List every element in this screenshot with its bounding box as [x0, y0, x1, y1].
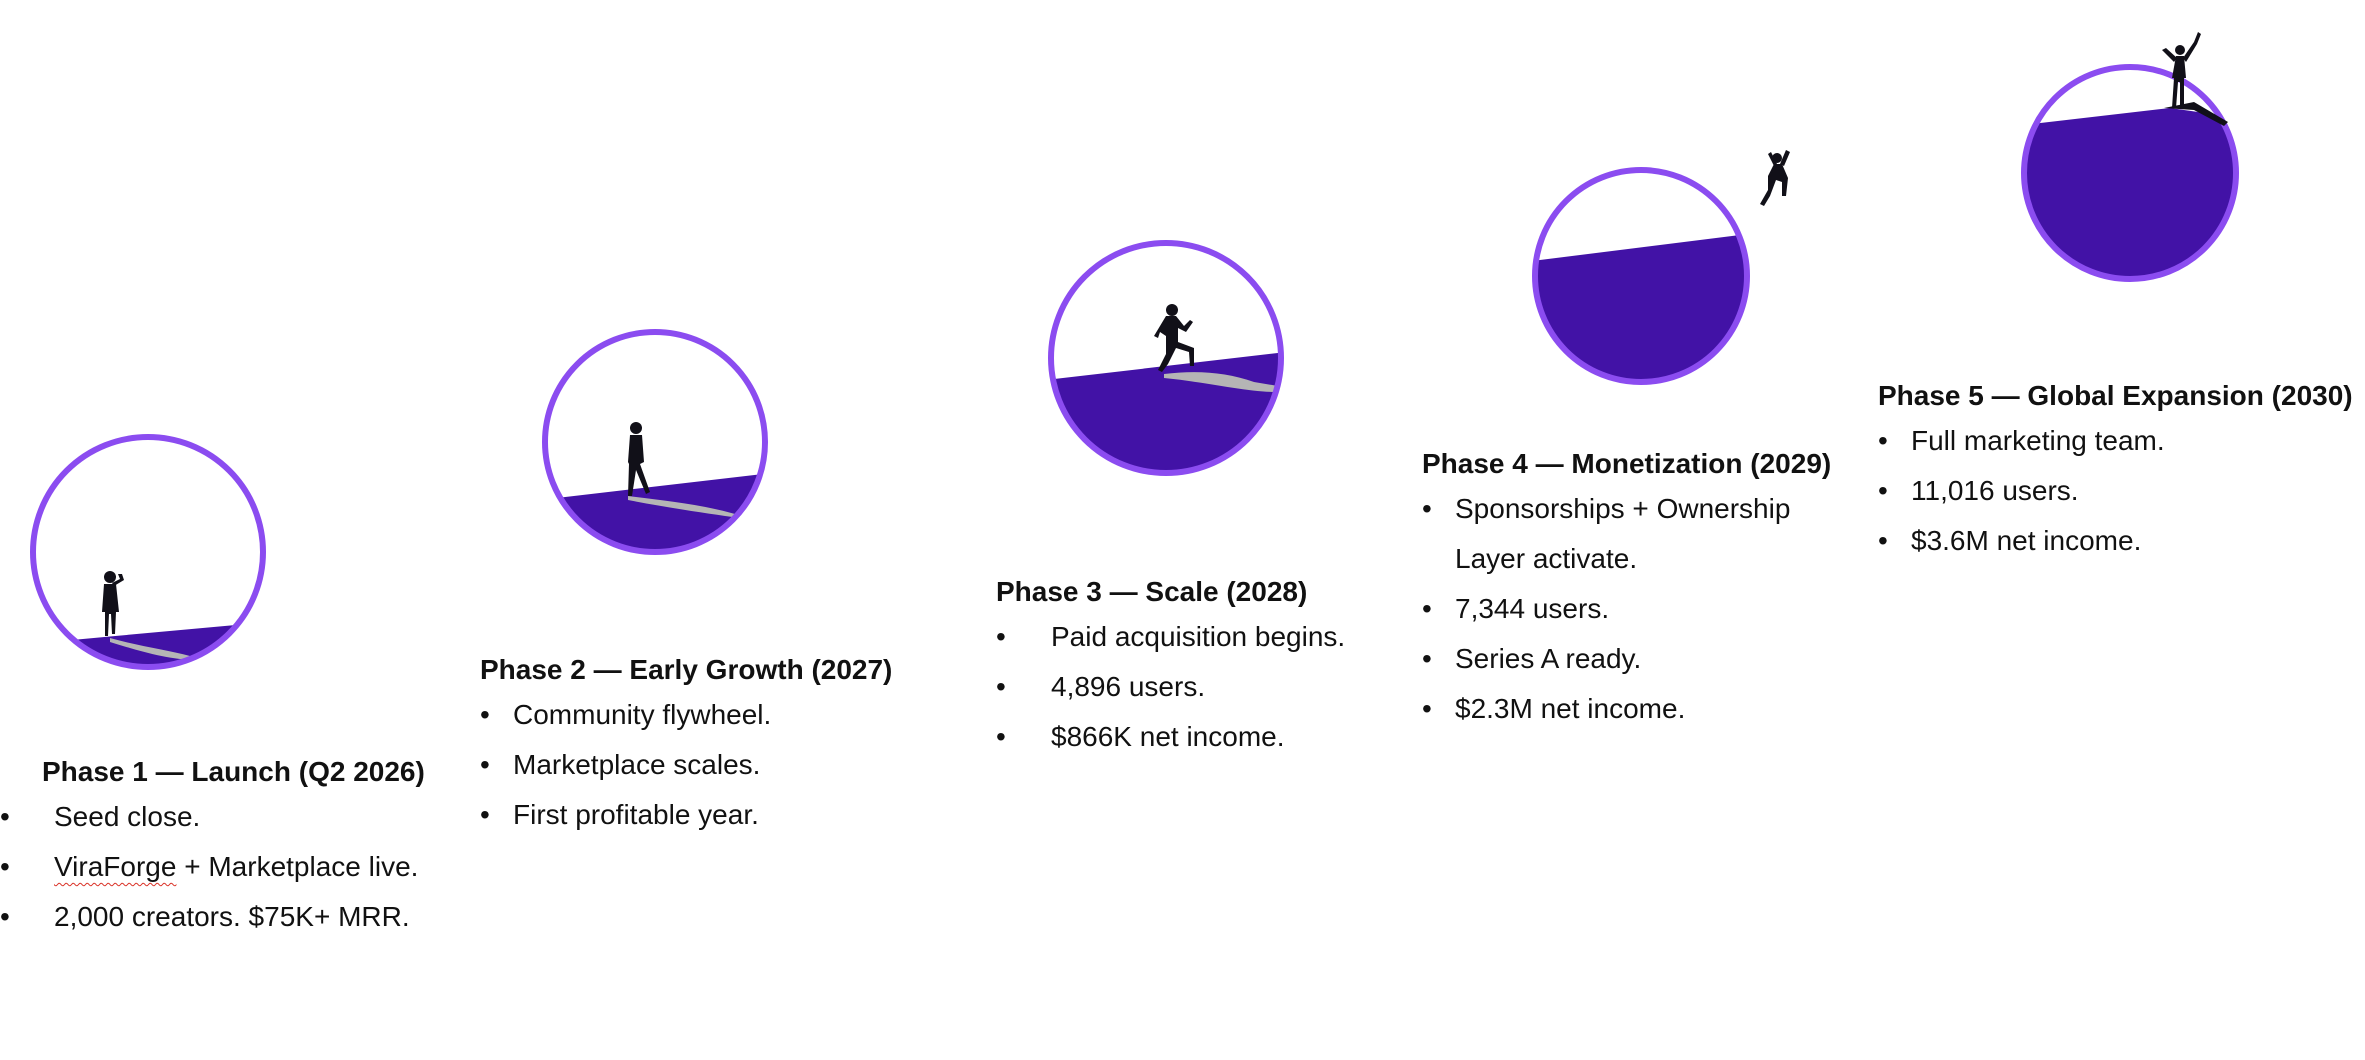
list-item: • Full marketing team.	[1878, 416, 2353, 466]
bullet-icon: •	[1878, 525, 1888, 556]
list-item: • $3.6M net income.	[1878, 516, 2353, 566]
list-item: • Series A ready.	[1422, 634, 1831, 684]
bullet-text: Series A ready.	[1455, 643, 1642, 674]
list-item: • 7,344 users.	[1422, 584, 1831, 634]
list-item: • Paid acquisition begins.	[996, 612, 1346, 662]
phase-3-fill-icon	[1051, 352, 1281, 473]
phase-2-text: Phase 2 — Early Growth (2027) • Communit…	[480, 650, 892, 840]
bullet-text: + Marketplace live.	[176, 851, 419, 882]
jumping-figure-icon	[1760, 150, 1790, 206]
phase-5-fill-icon	[2024, 108, 2236, 279]
phase-1-bullets: • Seed close. • ViraForge + Marketplace …	[0, 792, 425, 942]
walking-figure-icon	[628, 422, 650, 496]
phase-4-circle	[1532, 150, 1790, 385]
bullet-icon: •	[0, 801, 10, 832]
list-item: • Community flywheel.	[480, 690, 892, 740]
phase-4-ring-icon	[1532, 167, 1750, 385]
phase-3-bullets: • Paid acquisition begins. • 4,896 users…	[996, 612, 1346, 762]
bullet-text: Marketplace scales.	[513, 749, 761, 780]
bullet-text: $866K net income.	[1051, 721, 1285, 752]
list-item: • 2,000 creators. $75K+ MRR.	[0, 892, 425, 942]
bullet-text: Layer activate.	[1455, 543, 1638, 574]
phase-1-circle	[30, 434, 266, 670]
bullet-text: Seed close.	[54, 801, 201, 832]
bullet-icon: •	[996, 671, 1006, 702]
list-item: • Sponsorships + Ownership	[1422, 484, 1831, 534]
phase-title: Phase 5 — Global Expansion (2030)	[1878, 380, 2353, 411]
bullet-icon: •	[1422, 693, 1432, 724]
bullet-text: Full marketing team.	[1911, 425, 2165, 456]
list-item-continuation: Layer activate.	[1455, 534, 1831, 584]
bullet-icon: •	[1422, 593, 1432, 624]
list-item: • ViraForge + Marketplace live.	[0, 842, 425, 892]
list-item: • 4,896 users.	[996, 662, 1345, 712]
bullet-icon: •	[1422, 643, 1432, 674]
phase-3-text: Phase 3 — Scale (2028) • Paid acquisitio…	[996, 572, 1345, 762]
phase-2-ring-icon	[542, 329, 768, 555]
phase-3-shadow-icon	[1164, 372, 1278, 392]
bullet-icon: •	[480, 699, 490, 730]
list-item: • First profitable year.	[480, 790, 892, 840]
bullet-icon: •	[480, 749, 490, 780]
standing-figure-icon	[102, 571, 124, 636]
phase-1-ring-icon	[30, 434, 266, 670]
phase-4-bullets: • Sponsorships + Ownership Layer activat…	[1422, 484, 1831, 734]
list-item: • $2.3M net income.	[1422, 684, 1831, 734]
bullet-icon: •	[996, 721, 1006, 752]
bullet-icon: •	[1422, 493, 1432, 524]
bullet-text: Community flywheel.	[513, 699, 772, 730]
phase-5-bullets: • Full marketing team. • 11,016 users. •…	[1878, 416, 2353, 566]
bullet-text: $2.3M net income.	[1455, 693, 1686, 724]
phase-title: Phase 3 — Scale (2028)	[996, 576, 1308, 607]
bullet-icon: •	[996, 621, 1006, 652]
bullet-icon: •	[1878, 475, 1888, 506]
phase-4-fill-icon	[1535, 232, 1747, 382]
phase-2-bullets: • Community flywheel. • Marketplace scal…	[480, 690, 892, 840]
bullet-text: 7,344 users.	[1455, 593, 1610, 624]
bullet-icon: •	[0, 901, 10, 932]
celebrating-figure-icon	[2162, 32, 2228, 126]
bullet-text: Paid acquisition begins.	[1051, 621, 1346, 652]
list-item: • $866K net income.	[996, 712, 1345, 762]
phase-5-text: Phase 5 — Global Expansion (2030) • Full…	[1878, 376, 2353, 566]
phase-5-circle	[2021, 32, 2239, 282]
phase-1-text: Phase 1 — Launch (Q2 2026) • Seed close.…	[0, 752, 425, 942]
list-item: • 11,016 users.	[1878, 466, 2353, 516]
phase-3-ring-icon	[1048, 240, 1284, 476]
bullet-text: Sponsorships + Ownership	[1455, 493, 1791, 524]
climbing-figure-icon	[1154, 304, 1194, 372]
phase-2-circle	[542, 329, 768, 555]
bullet-text: 11,016 users.	[1911, 475, 2079, 506]
bullet-text-brand: ViraForge	[54, 851, 177, 882]
phase-5-ring-icon	[2021, 64, 2239, 282]
phase-3-circle	[1048, 240, 1284, 476]
bullet-icon: •	[1878, 425, 1888, 456]
bullet-text: 4,896 users.	[1051, 671, 1206, 702]
bullet-text: $3.6M net income.	[1911, 525, 2142, 556]
list-item: • Marketplace scales.	[480, 740, 892, 790]
phase-4-text: Phase 4 — Monetization (2029) • Sponsors…	[1422, 444, 1831, 734]
phase-1-shadow-icon	[110, 638, 196, 660]
phase-2-shadow-icon	[628, 496, 740, 518]
bullet-text: First profitable year.	[513, 799, 759, 830]
bullet-icon: •	[480, 799, 490, 830]
bullet-text: 2,000 creators. $75K+ MRR.	[54, 901, 410, 932]
list-item: • Seed close.	[0, 792, 425, 842]
phase-title: Phase 1 — Launch (Q2 2026)	[42, 756, 425, 787]
phase-title: Phase 4 — Monetization (2029)	[1422, 448, 1832, 479]
bullet-icon: •	[0, 851, 10, 882]
phase-title: Phase 2 — Early Growth (2027)	[480, 654, 893, 685]
